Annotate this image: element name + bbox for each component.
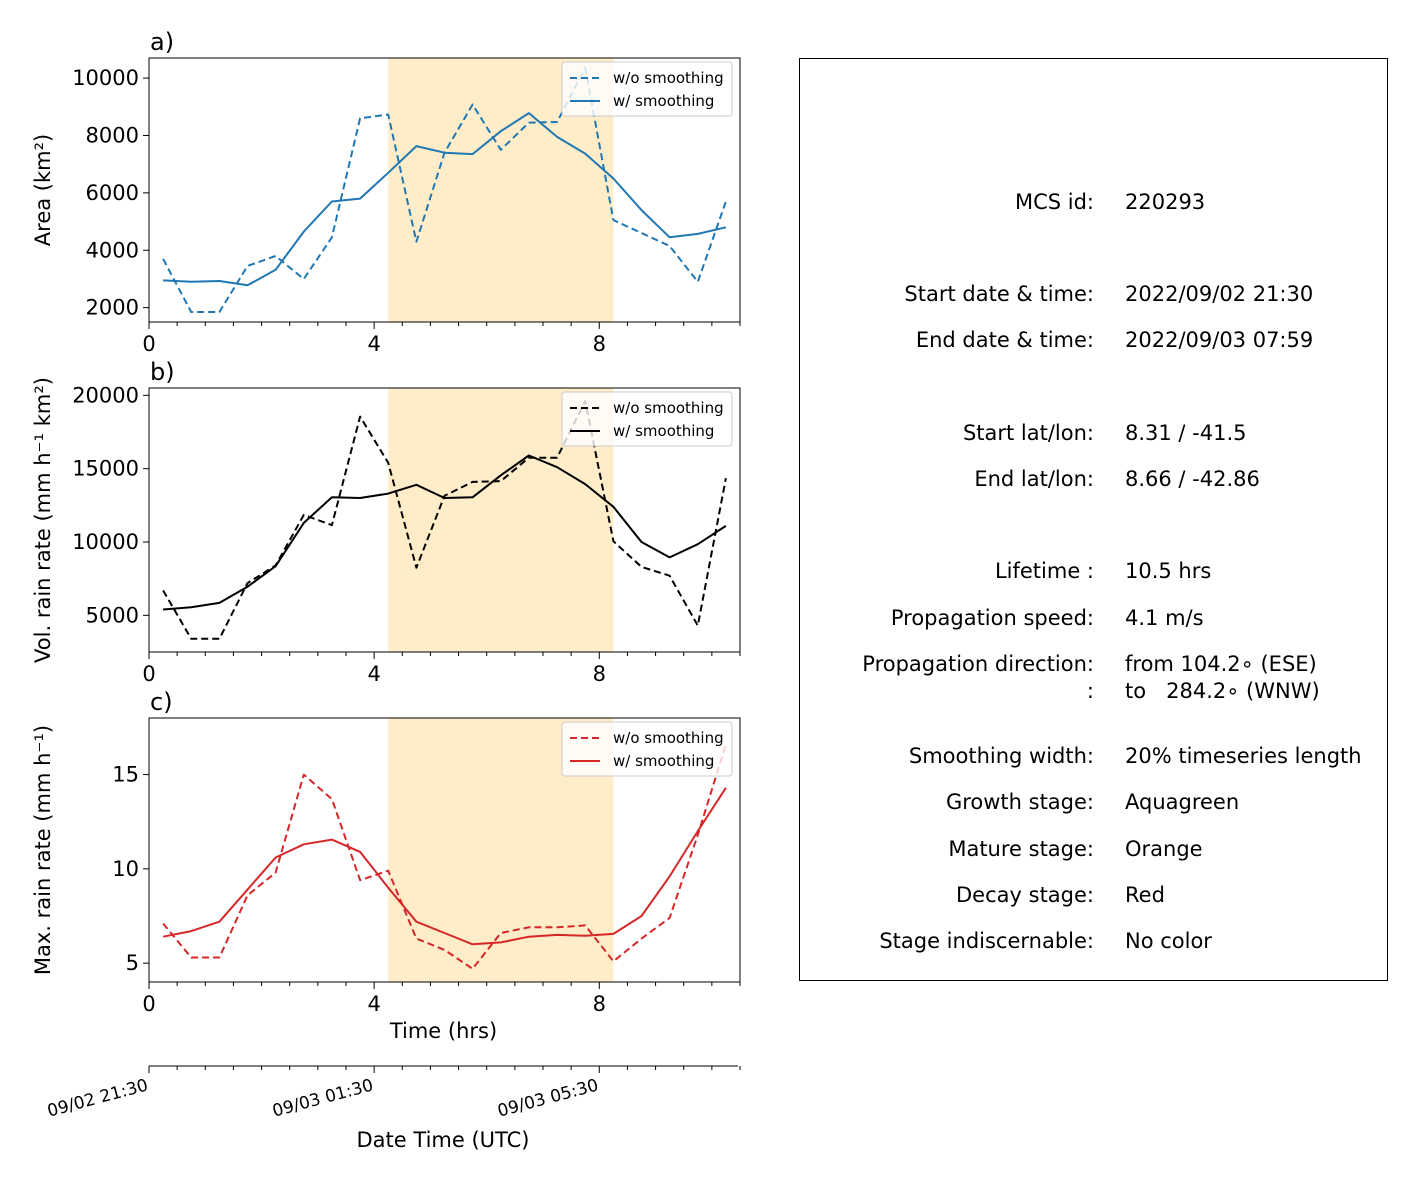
info-label: Stage indiscernable: (879, 929, 1094, 953)
datetime-axis: 09/02 21:30 09/03 01:30 09/03 05:30 Date Ti… (45, 1065, 741, 1152)
y-tick-label: 10000 (72, 530, 139, 554)
y-tick-label: 10 (112, 857, 139, 881)
chart-panel-2: 5000 10000 15000 20000 0 4 8 b) Vol. rain rate (… (31, 358, 741, 686)
y-axis-label: Vol. rain rate (mm h⁻¹ km²) (31, 377, 55, 663)
y-tick-label: 6000 (86, 181, 139, 205)
legend: w/o smoothing w/ smoothing (561, 391, 733, 447)
info-value: 8.66 / -42.86 (1125, 467, 1260, 491)
info-row-stage-indiscernable: Stage indiscernable: No color (800, 929, 1389, 957)
datetime-tick-label: 09/03 01:30 (270, 1076, 375, 1122)
y-axis-label: Area (km²) (31, 134, 55, 246)
y-tick-label: 2000 (86, 296, 139, 320)
y-tick-label: 4000 (86, 238, 139, 262)
datetime-tick-label: 09/02 21:30 (45, 1076, 150, 1122)
x-tick-label: 4 (367, 332, 380, 356)
y-tick-label: 15 (112, 763, 139, 787)
x-tick-label: 4 (367, 992, 380, 1016)
panel-label: c) (150, 688, 173, 716)
chart-panel-1: 2000 4000 6000 8000 10000 0 4 8 a) Area (km²) w/o … (31, 28, 741, 356)
info-row-end-latlon: End lat/lon: 8.66 / -42.86 (800, 467, 1389, 495)
info-label: Growth stage: (945, 790, 1094, 814)
info-label: End lat/lon: (974, 467, 1094, 491)
y-tick-label: 5000 (86, 603, 139, 627)
info-label: Start date & time: (904, 282, 1094, 306)
info-row-start-date: Start date & time: 2022/09/02 21:30 (800, 282, 1389, 310)
panel-label: a) (150, 28, 174, 56)
info-value: 10.5 hrs (1125, 559, 1212, 583)
info-value: to 284.2∘ (WNW) (1125, 679, 1320, 703)
info-value: 8.31 / -41.5 (1125, 421, 1247, 445)
y-tick-label: 15000 (72, 457, 139, 481)
info-value: from 104.2∘ (ESE) (1125, 652, 1317, 676)
info-label: MCS id: (1014, 190, 1094, 214)
info-value: 4.1 m/s (1125, 606, 1204, 630)
x-tick-label: 0 (142, 662, 155, 686)
info-row-growth-stage: Growth stage: Aquagreen (800, 790, 1389, 818)
info-value: Aquagreen (1125, 790, 1240, 814)
info-label: Smoothing width: (908, 744, 1094, 768)
x-tick-label: 0 (142, 332, 155, 356)
legend-entry-label: w/ smoothing (613, 752, 714, 770)
info-label: Lifetime : (994, 559, 1094, 583)
y-tick-label: 20000 (72, 383, 139, 407)
legend-box (561, 391, 733, 447)
x-axis-label: Time (hrs) (389, 1019, 497, 1043)
info-row-propagation-direction-2: : to 284.2∘ (WNW) (800, 679, 1389, 707)
legend-entry-label: w/o smoothing (613, 729, 724, 747)
info-row-propagation-speed: Propagation speed: 4.1 m/s (800, 606, 1389, 634)
info-row-mcs-id: MCS id: 220293 (800, 190, 1389, 218)
info-row-start-latlon: Start lat/lon: 8.31 / -41.5 (800, 421, 1389, 449)
info-value: Red (1125, 883, 1165, 907)
series-line-smoothed (162, 787, 727, 946)
info-value: 2022/09/02 21:30 (1125, 282, 1314, 306)
series-line-raw (162, 400, 727, 640)
legend-box (561, 61, 733, 117)
info-label: End date & time: (915, 328, 1094, 352)
info-label: Propagation speed: (890, 606, 1094, 630)
legend-entry-label: w/ smoothing (613, 92, 714, 110)
panel-label: b) (150, 358, 175, 386)
x-tick-label: 8 (593, 662, 606, 686)
y-axis-label: Max. rain rate (mm h⁻¹) (31, 725, 55, 975)
info-value: No color (1125, 929, 1212, 953)
info-label: Propagation direction: (862, 652, 1094, 676)
datetime-tick-label: 09/03 05:30 (496, 1076, 601, 1122)
x-tick-label: 8 (593, 992, 606, 1016)
mcs-info-panel: MCS id: 220293 Start date & time: 2022/0… (799, 58, 1388, 981)
chart-panel-3: 5 10 15 0 4 8 c) Max. rain rate (mm h⁻¹) Time (h… (31, 688, 741, 1043)
legend-box (561, 721, 733, 777)
info-value: 2022/09/03 07:59 (1125, 328, 1314, 352)
legend-entry-label: w/ smoothing (613, 422, 714, 440)
info-row-smoothing-width: Smoothing width: 20% timeseries length (800, 744, 1389, 772)
axes-frame (148, 57, 741, 323)
axes-frame (148, 387, 741, 653)
x-tick-label: 0 (142, 992, 155, 1016)
y-tick-label: 10000 (72, 66, 139, 90)
info-value: 20% timeseries length (1125, 744, 1362, 768)
info-row-decay-stage: Decay stage: Red (800, 883, 1389, 911)
legend: w/o smoothing w/ smoothing (561, 61, 733, 117)
x-tick-label: 8 (593, 332, 606, 356)
x-tick-label: 4 (367, 662, 380, 686)
legend-entry-label: w/o smoothing (613, 69, 724, 87)
info-label: Decay stage: (956, 883, 1094, 907)
y-tick-label: 8000 (86, 123, 139, 147)
legend: w/o smoothing w/ smoothing (561, 721, 733, 777)
axes-frame (148, 717, 741, 983)
legend-entry-label: w/o smoothing (613, 399, 724, 417)
info-label: Start lat/lon: (962, 421, 1094, 445)
y-tick-label: 5 (126, 951, 139, 975)
series-line-smoothed (163, 112, 727, 287)
info-label: : (1086, 679, 1094, 703)
datetime-axis-label: Date Time (UTC) (357, 1128, 530, 1152)
info-row-lifetime: Lifetime : 10.5 hrs (800, 559, 1389, 587)
info-value: Orange (1125, 837, 1203, 861)
info-row-mature-stage: Mature stage: Orange (800, 837, 1389, 865)
info-label: Mature stage: (948, 837, 1094, 861)
info-row-end-date: End date & time: 2022/09/03 07:59 (800, 328, 1389, 356)
info-row-propagation-direction: Propagation direction: from 104.2∘ (ESE) (800, 652, 1389, 680)
series-line-smoothed (163, 454, 727, 611)
info-value: 220293 (1125, 190, 1206, 214)
